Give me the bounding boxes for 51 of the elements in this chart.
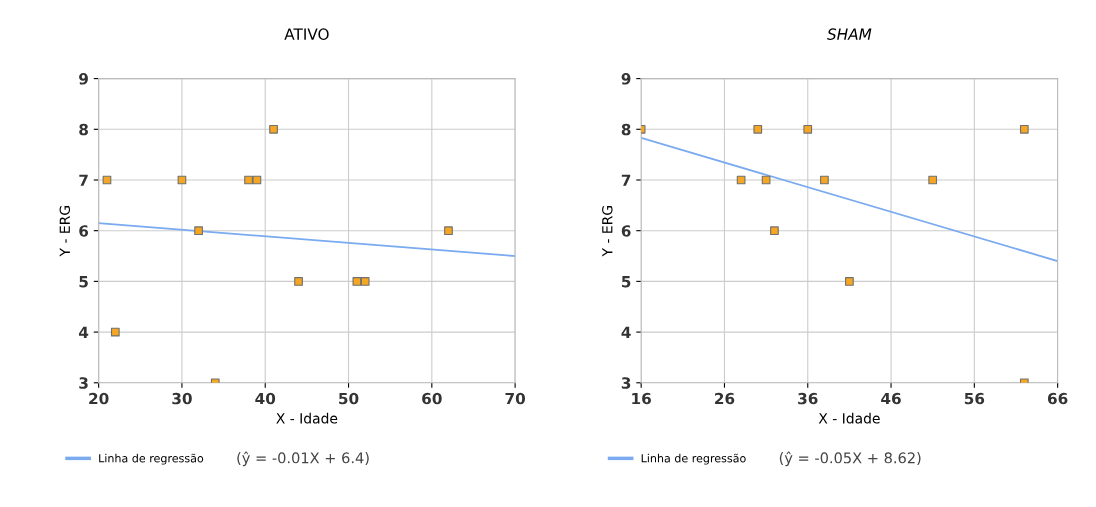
x-tick-label: 30	[172, 392, 192, 405]
x-tick-label: 50	[339, 392, 359, 405]
x-tick-label: 20	[89, 392, 109, 405]
x-tick-label: 46	[881, 392, 901, 405]
point	[352, 277, 362, 286]
chart-title: ATIVO	[284, 28, 329, 40]
y-tick-label: 4	[621, 326, 631, 338]
x-tick-label: 26	[715, 392, 735, 405]
point	[194, 226, 203, 236]
point	[294, 277, 303, 286]
x-tick-label: 60	[422, 392, 442, 405]
y-tick-label: 6	[79, 225, 89, 237]
x-axis-title: X - Idade	[818, 412, 880, 424]
x-tick-label: 40	[255, 392, 276, 405]
text: (ŷ = -0.05X + 8.62)	[779, 451, 921, 467]
y-tick-label: 7	[621, 174, 631, 186]
y-tick-label: 9	[79, 73, 88, 85]
point	[1019, 124, 1029, 134]
x-tick-label: 70	[505, 392, 526, 405]
legend-label: Linha de regressão	[99, 453, 204, 465]
point	[928, 175, 938, 185]
point	[444, 226, 453, 236]
y-tick-label: 7	[79, 174, 88, 186]
point	[244, 175, 253, 185]
y-tick-label: 8	[79, 123, 88, 136]
point	[753, 124, 763, 134]
point	[845, 277, 854, 286]
chart-title: SHAM	[827, 28, 872, 40]
point	[269, 124, 278, 134]
x-tick-label: 66	[1047, 392, 1068, 405]
y-tick-label: 4	[78, 326, 89, 338]
x-axis-title: X - Idade	[276, 412, 338, 424]
y-axis-title: Y - ERG	[59, 206, 71, 257]
y-tick-label: 5	[79, 276, 88, 288]
x-tick-label: 56	[964, 392, 985, 405]
x-tick-label: 36	[798, 392, 818, 405]
x-tick-label: 16	[632, 392, 651, 405]
y-tick-label: 9	[621, 73, 631, 85]
point	[110, 327, 120, 337]
y-tick-label: 8	[621, 123, 631, 136]
point	[360, 277, 370, 286]
y-tick-label: 5	[621, 276, 631, 288]
y-tick-label: 3	[621, 377, 631, 389]
legend-label: Linha de regressão	[641, 453, 746, 465]
y-axis-title: Y - ERG	[602, 206, 613, 257]
y-tick-label: 6	[621, 225, 631, 237]
point	[820, 175, 829, 185]
point	[803, 124, 813, 134]
y-tick-label: 3	[79, 377, 88, 389]
point	[770, 226, 779, 236]
text: (ŷ = -0.01X + 6.4)	[237, 451, 369, 467]
